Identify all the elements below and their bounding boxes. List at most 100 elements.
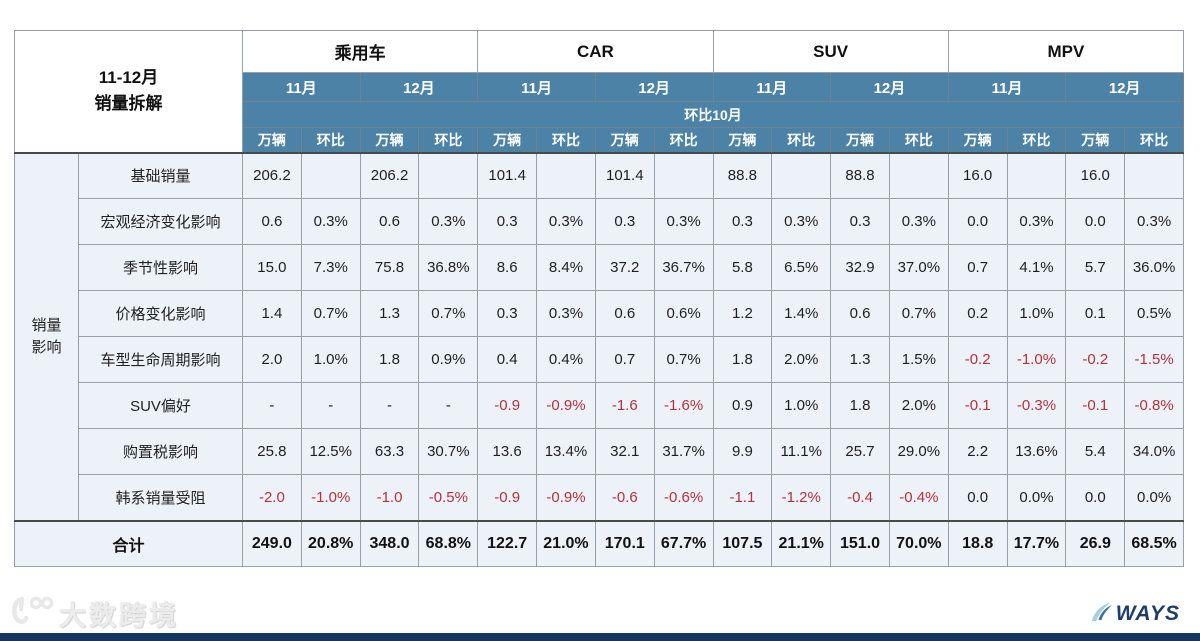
value-cell: 2.2 — [947, 428, 1008, 475]
value-cell — [1006, 151, 1067, 199]
value-cell: 0.3 — [830, 198, 890, 245]
value-cell: 1.4% — [771, 290, 832, 337]
value-cell: 0.1 — [1065, 290, 1126, 337]
value-cell: 0.5% — [1124, 290, 1184, 337]
total-row: 合计 249.0 20.8% 348.0 68.8% 122.7 21.0% 170.1 67.… — [14, 519, 1184, 567]
value-cell: 0.6 — [242, 198, 302, 245]
table-title-line1: 11-12月 — [98, 67, 159, 87]
value-cell: -1.0 — [359, 474, 420, 521]
value-cell: 8.4% — [536, 244, 596, 291]
value-cell: 9.9 — [712, 428, 773, 475]
value-cell: 88.8 — [712, 151, 773, 199]
value-cell: 101.4 — [477, 151, 538, 199]
value-cell: 0.7% — [888, 290, 949, 337]
value-cell — [653, 151, 714, 199]
value-cell: 30.7% — [418, 428, 479, 475]
value-cell: 32.1 — [594, 428, 655, 475]
value-cell: -0.1 — [947, 382, 1008, 429]
value-cell: 0.3 — [477, 290, 538, 337]
value-cell: 15.0 — [242, 244, 302, 291]
value-cell: 0.7% — [418, 290, 479, 337]
value-cell: 0.3% — [1006, 198, 1067, 245]
value-cell: -1.5% — [1124, 336, 1184, 383]
unit-header-mom: 环比 — [418, 127, 479, 153]
row-group-label: 销量 影响 — [14, 151, 79, 521]
value-cell: -0.9% — [536, 382, 596, 429]
value-cell: 5.8 — [712, 244, 773, 291]
watermark-logo-icon — [10, 595, 54, 632]
value-cell: 0.7% — [653, 336, 714, 383]
value-cell: 0.3% — [888, 198, 949, 245]
value-cell: - — [242, 382, 302, 429]
value-cell: 0.3 — [712, 198, 773, 245]
table-row: 宏观经济变化影响 0.6 0.3% 0.6 0.3% 0.3 0.3% 0.3 0.3% 0.3 0… — [15, 198, 1184, 245]
watermark: 大数跨境 — [10, 595, 179, 631]
value-cell: 13.6 — [477, 428, 538, 475]
value-cell: -1.0% — [1006, 336, 1067, 383]
value-cell: 206.2 — [242, 151, 302, 199]
value-cell: 0.6 — [359, 198, 420, 245]
value-cell: 37.2 — [594, 244, 655, 291]
value-cell — [300, 151, 361, 199]
value-cell: 0.3% — [418, 198, 479, 245]
unit-header-mom: 环比 — [1006, 127, 1067, 153]
unit-header-row: 万辆 环比 万辆 环比 万辆 环比 万辆 环比 万辆 环比 万辆 环比 万辆 环… — [15, 127, 1184, 153]
value-cell: 29.0% — [888, 428, 949, 475]
table-row: 购置税影响 25.8 12.5% 63.3 30.7% 13.6 13.4% 32.1 31.7… — [15, 428, 1184, 475]
row-label: 宏观经济变化影响 — [78, 198, 243, 245]
value-cell: 36.7% — [653, 244, 714, 291]
value-cell: 16.0 — [947, 151, 1008, 199]
value-cell: 0.2 — [947, 290, 1008, 337]
value-cell: 2.0% — [771, 336, 832, 383]
value-cell: 1.0% — [1006, 290, 1067, 337]
value-cell — [888, 151, 949, 199]
unit-header-volume: 万辆 — [594, 127, 655, 153]
value-cell: 4.1% — [1006, 244, 1067, 291]
value-cell — [771, 151, 832, 199]
value-cell: 1.4 — [242, 290, 302, 337]
value-cell: 0.0 — [1065, 198, 1126, 245]
value-cell: 63.3 — [359, 428, 420, 475]
month-header-11: 11月 — [242, 72, 361, 102]
unit-header-volume: 万辆 — [947, 127, 1008, 153]
month-header-12: 12月 — [594, 72, 714, 102]
table-row: 季节性影响 15.0 7.3% 75.8 36.8% 8.6 8.4% 37.2 36.7% 5.… — [15, 244, 1184, 291]
unit-header-volume: 万辆 — [830, 127, 890, 153]
value-cell: 0.0 — [947, 198, 1008, 245]
value-cell: 0.0% — [1006, 474, 1067, 521]
total-value-cell: 18.8 — [947, 519, 1008, 567]
value-cell — [1124, 151, 1184, 199]
unit-header-volume: 万辆 — [242, 127, 302, 153]
value-cell: 1.8 — [830, 382, 890, 429]
value-cell: 1.5% — [888, 336, 949, 383]
group-header-car: CAR — [477, 30, 714, 73]
group-header-suv: SUV — [712, 30, 949, 73]
value-cell — [536, 151, 596, 199]
brand-logo: WAYS — [1089, 601, 1180, 627]
total-value-cell: 170.1 — [594, 519, 655, 567]
total-value-cell: 21.1% — [771, 519, 832, 567]
unit-header-mom: 环比 — [888, 127, 949, 153]
total-value-cell: 122.7 — [477, 519, 538, 567]
value-cell: 0.4% — [536, 336, 596, 383]
value-cell: 1.3 — [359, 290, 420, 337]
value-cell: - — [418, 382, 479, 429]
value-cell: 75.8 — [359, 244, 420, 291]
value-cell: -0.2 — [1065, 336, 1126, 383]
value-cell: -1.6 — [594, 382, 655, 429]
value-cell: 34.0% — [1124, 428, 1184, 475]
total-label: 合计 — [14, 519, 243, 567]
value-cell: 0.3% — [536, 198, 596, 245]
table-row: SUV偏好 - - - - -0.9 -0.9% -1.6 -1.6% 0.9 1.0% 1.8 2.0… — [15, 382, 1184, 429]
unit-header-mom: 环比 — [1124, 127, 1184, 153]
value-cell: 7.3% — [300, 244, 361, 291]
unit-header-mom: 环比 — [653, 127, 714, 153]
value-cell: -1.1 — [712, 474, 773, 521]
month-header-12: 12月 — [1065, 72, 1184, 102]
value-cell: -1.0% — [300, 474, 361, 521]
group-header-passenger-car: 乘用车 — [241, 30, 479, 73]
total-value-cell: 21.0% — [536, 519, 596, 567]
value-cell: - — [359, 382, 420, 429]
total-value-cell: 26.9 — [1065, 519, 1126, 567]
